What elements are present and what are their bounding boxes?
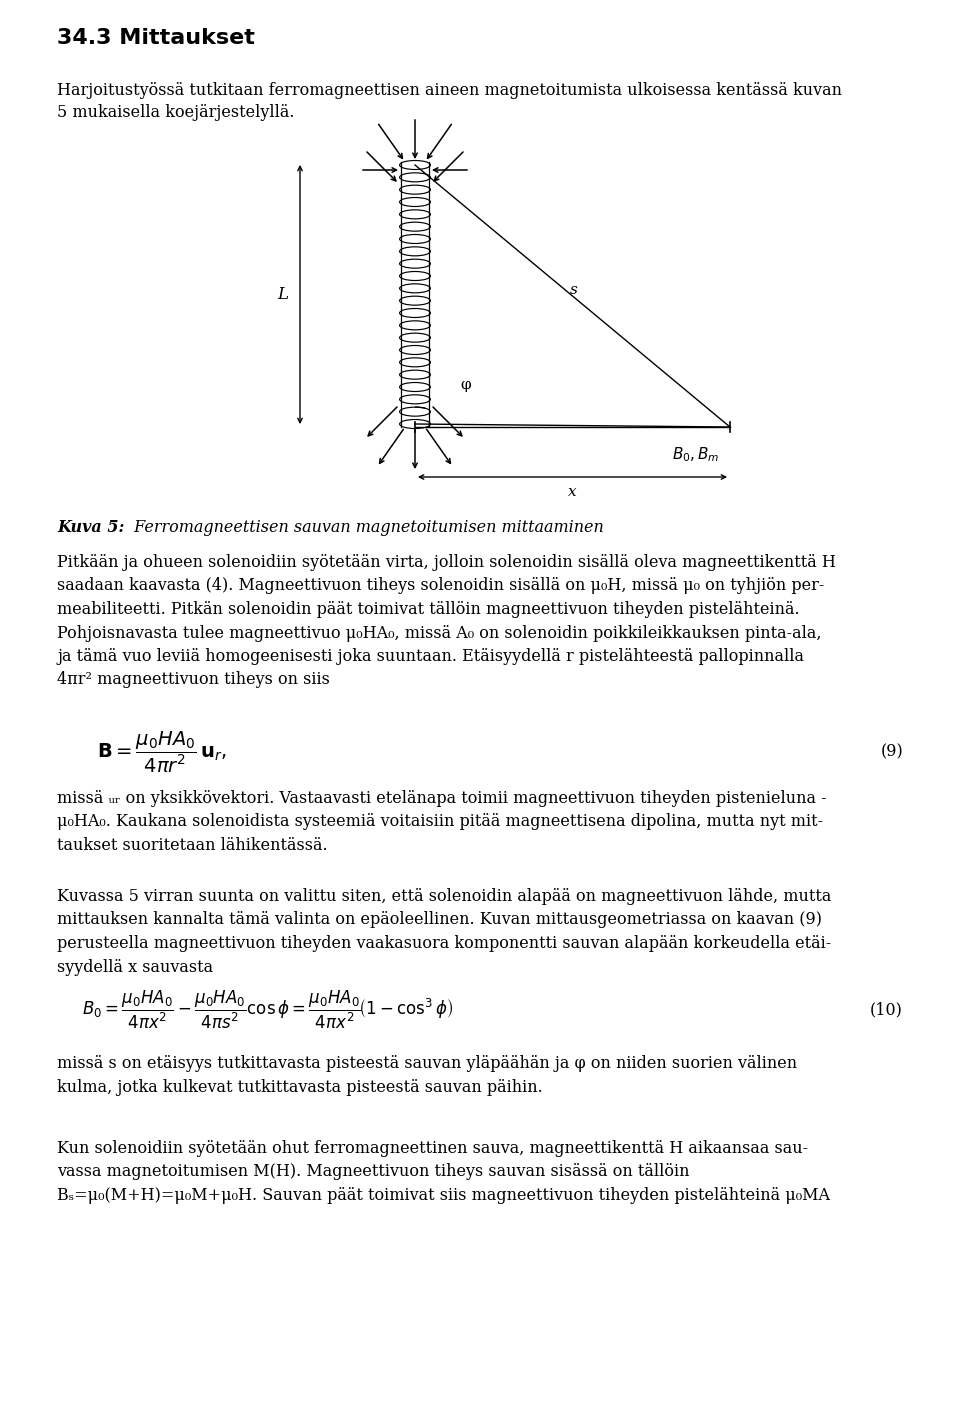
Text: Harjoitustyössä tutkitaan ferromagneettisen aineen magnetoitumista ulkoisessa ke: Harjoitustyössä tutkitaan ferromagneetti… [57, 82, 842, 121]
Text: missä ᵤᵣ on yksikkövektori. Vastaavasti etelänapa toimii magneettivuon tiheyden : missä ᵤᵣ on yksikkövektori. Vastaavasti … [57, 789, 827, 854]
Text: Kuvassa 5 virran suunta on valittu siten, että solenoidin alapää on magneettivuo: Kuvassa 5 virran suunta on valittu siten… [57, 888, 831, 976]
Text: Kuva 5:: Kuva 5: [57, 520, 125, 537]
Text: Kun solenoidiin syötetään ohut ferromagneettinen sauva, magneettikenttä H aikaan: Kun solenoidiin syötetään ohut ferromagn… [57, 1139, 830, 1204]
Text: $B_0, B_m$: $B_0, B_m$ [672, 445, 720, 463]
Text: L: L [277, 287, 288, 304]
Text: Pitkään ja ohueen solenoidiin syötetään virta, jolloin solenoidin sisällä oleva : Pitkään ja ohueen solenoidiin syötetään … [57, 554, 836, 689]
Text: s: s [570, 282, 578, 297]
Text: (9): (9) [880, 744, 903, 761]
Text: missä s on etäisyys tutkittavasta pisteestä sauvan yläpäähän ja φ on niiden suor: missä s on etäisyys tutkittavasta pistee… [57, 1055, 797, 1096]
Text: 34.3 Mittaukset: 34.3 Mittaukset [57, 28, 254, 48]
Text: (10): (10) [870, 1001, 903, 1018]
Text: $B_0 = \dfrac{\mu_0 H A_0}{4\pi x^2} - \dfrac{\mu_0 H A_0}{4\pi s^2}\cos\phi = \: $B_0 = \dfrac{\mu_0 H A_0}{4\pi x^2} - \… [82, 988, 453, 1031]
Text: $\mathbf{B} = \dfrac{\mu_0 H A_0}{4\pi r^2}\,\mathbf{u}_r,$: $\mathbf{B} = \dfrac{\mu_0 H A_0}{4\pi r… [97, 729, 227, 775]
Text: Ferromagneettisen sauvan magnetoitumisen mittaaminen: Ferromagneettisen sauvan magnetoitumisen… [129, 520, 604, 537]
Text: x: x [568, 484, 577, 498]
Text: φ: φ [460, 378, 470, 393]
